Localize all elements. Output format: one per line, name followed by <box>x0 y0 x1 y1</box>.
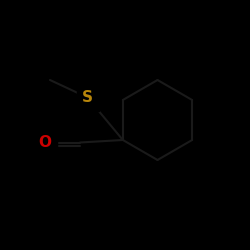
Text: S: S <box>82 90 93 105</box>
Text: O: O <box>38 135 52 150</box>
